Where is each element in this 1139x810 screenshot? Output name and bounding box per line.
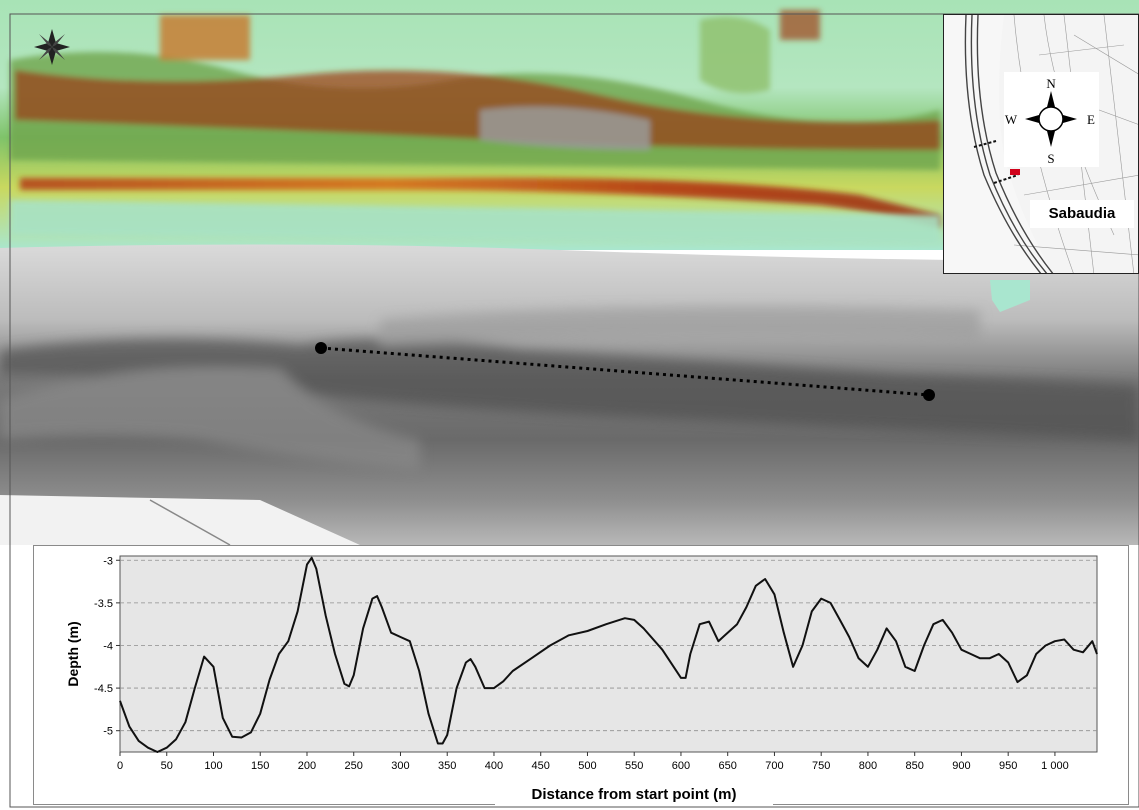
y-tick-label: -3.5 [94,598,113,610]
x-tick-label: 650 [719,760,737,772]
x-tick-label: 750 [812,760,830,772]
x-tick-label: 700 [765,760,783,772]
inset-profile-marker-1 [973,140,997,148]
x-tick-label: 400 [485,760,503,772]
x-tick-label: 900 [952,760,970,772]
x-tick-label: 950 [999,760,1017,772]
inset-location-map: N S E W [943,14,1139,274]
coastal-dune [20,177,940,228]
x-tick-label: 350 [438,760,456,772]
bar-relief [0,306,1139,470]
map-frame [9,13,1139,808]
x-tick-label: 600 [672,760,690,772]
inset-compass-w: W [1005,112,1018,127]
depth-profile-svg: -3 -3.5 -4 -4.5 -5 0 50 100 150 200 250 300 350 400 45… [65,555,1098,772]
x-tick-label: 1 000 [1041,760,1069,772]
x-tick-label: 250 [345,760,363,772]
y-tick-label: -4 [103,640,113,652]
x-tick-label: 300 [391,760,409,772]
no-data-area [0,495,360,545]
x-tick-label: 500 [578,760,596,772]
x-tick-label: 850 [906,760,924,772]
x-tick-label: 200 [298,760,316,772]
inset-compass-n: N [1046,76,1056,91]
x-axis-label: Distance from start point (m) [495,784,773,806]
inset-coastline [964,15,1054,273]
profile-start-point[interactable] [315,342,327,354]
land-patch [990,280,1030,312]
inset-site-marker [1010,169,1020,175]
y-axis-label: Depth (m) [65,621,81,686]
x-tick-label: 550 [625,760,643,772]
beach-strip [10,200,940,245]
depth-profile-line [119,556,1098,753]
x-tick-label: 50 [161,760,173,772]
profile-end-point[interactable] [923,389,935,401]
plot-area [119,555,1098,753]
compass-rose-icon [34,29,70,65]
place-label: Sabaudia [1030,200,1134,228]
depth-profile-chart: -3 -3.5 -4 -4.5 -5 0 50 100 150 200 250 300 350 400 45… [33,545,1129,805]
y-tick-label: -4.5 [94,683,113,695]
x-tick-label: 450 [532,760,550,772]
x-tick-label: 800 [859,760,877,772]
inset-compass-s: S [1047,151,1054,166]
vegetation-relief [10,10,940,170]
y-tick-label: -3 [103,555,113,567]
x-tick-label: 100 [204,760,222,772]
no-data-edge [149,499,231,546]
inset-profile-marker-2 [993,174,1019,184]
inset-compass-e: E [1087,112,1095,127]
inset-compass-icon: N S E W [1005,76,1095,166]
y-tick-label: -5 [103,726,113,738]
x-tick-label: 150 [251,760,269,772]
x-tick-label: 0 [117,760,123,772]
